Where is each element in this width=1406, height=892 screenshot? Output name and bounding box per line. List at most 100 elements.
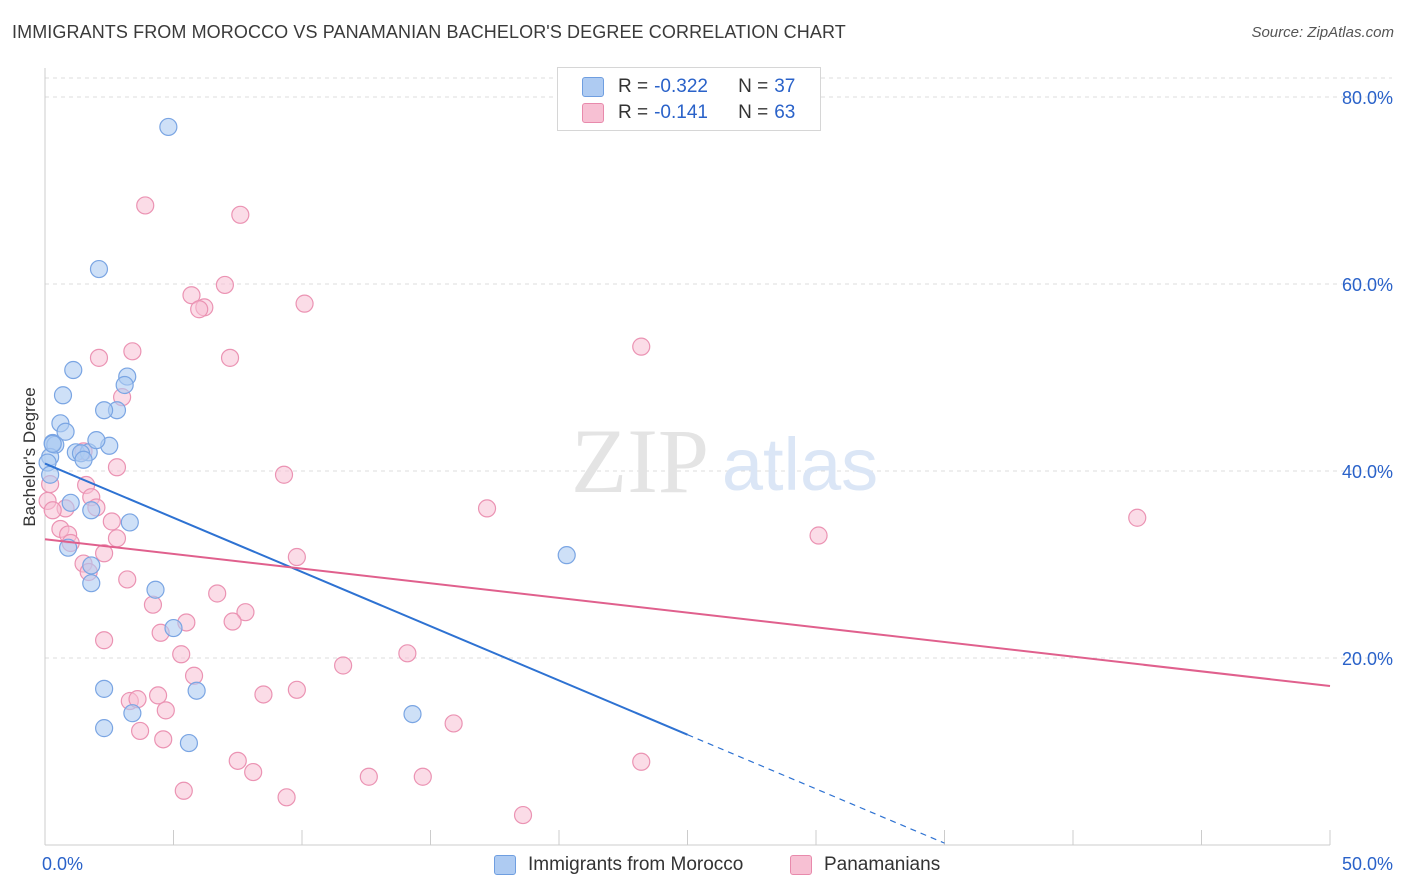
y-tick-label: 60.0% <box>1342 275 1393 295</box>
chart-title: IMMIGRANTS FROM MOROCCO VS PANAMANIAN BA… <box>12 22 846 42</box>
point-panamanians <box>274 465 294 484</box>
point-panamanians <box>287 680 306 699</box>
point-morocco <box>557 546 576 565</box>
point-panamanians <box>254 685 273 704</box>
point-morocco <box>146 580 165 599</box>
legend-swatch-panamanians <box>582 103 604 123</box>
point-panamanians <box>632 752 651 771</box>
point-panamanians <box>228 751 247 770</box>
point-panamanians <box>398 644 417 663</box>
point-panamanians <box>154 730 173 749</box>
point-panamanians <box>107 458 127 477</box>
point-panamanians <box>43 501 62 520</box>
point-panamanians <box>118 570 137 589</box>
series-legend-label-panamanians: Panamanians <box>824 854 941 875</box>
point-panamanians <box>136 196 155 215</box>
point-morocco <box>179 733 199 753</box>
point-panamanians <box>359 767 378 786</box>
point-morocco <box>82 556 101 575</box>
point-morocco <box>53 386 73 405</box>
point-panamanians <box>102 512 121 531</box>
series-legend-swatch-panamanians <box>790 855 812 875</box>
point-panamanians <box>444 714 463 733</box>
point-panamanians <box>130 721 150 741</box>
legend-r-label: R = <box>618 76 649 97</box>
point-morocco <box>82 501 101 520</box>
point-panamanians <box>95 631 114 650</box>
point-morocco <box>159 117 178 137</box>
point-panamanians <box>632 337 651 356</box>
point-panamanians <box>413 767 432 786</box>
legend-swatch-morocco <box>582 77 604 97</box>
point-panamanians <box>95 544 114 563</box>
point-morocco <box>59 538 78 557</box>
point-morocco <box>61 493 80 512</box>
point-panamanians <box>513 805 533 825</box>
point-panamanians <box>809 526 828 545</box>
y-tick-label: 40.0% <box>1342 462 1393 482</box>
y-tick-label: 80.0% <box>1342 88 1393 108</box>
legend-n-value: 63 <box>774 102 796 123</box>
legend-row-morocco: R = -0.322 N = 37 <box>582 75 795 99</box>
point-morocco <box>123 704 142 723</box>
point-panamanians <box>172 645 191 664</box>
correlation-legend: R = -0.322 N = 37 R = -0.141 N = 63 <box>557 67 821 131</box>
series-legend-label-morocco: Immigrants from Morocco <box>528 854 744 875</box>
point-panamanians <box>190 300 209 319</box>
point-panamanians <box>220 348 240 367</box>
point-panamanians <box>223 612 242 631</box>
y-axis-label: Bachelor's Degree <box>20 387 39 527</box>
series-legend-panamanians: Panamanians <box>790 853 940 877</box>
y-tick-label: 20.0% <box>1342 649 1393 669</box>
point-morocco <box>95 401 114 420</box>
point-panamanians <box>215 275 234 295</box>
point-panamanians <box>236 603 255 622</box>
point-panamanians <box>148 686 168 705</box>
point-panamanians <box>277 788 296 807</box>
point-panamanians <box>231 205 250 224</box>
point-morocco <box>95 719 114 738</box>
point-panamanians <box>244 762 263 782</box>
point-panamanians <box>107 529 127 548</box>
point-panamanians <box>334 656 353 675</box>
watermark-zip: ZIP <box>571 410 709 512</box>
legend-n-label: N = <box>738 102 769 123</box>
legend-row-panamanians: R = -0.141 N = 63 <box>582 101 795 125</box>
point-morocco <box>164 618 183 638</box>
series-legend-swatch-morocco <box>494 855 516 875</box>
legend-n-label: N = <box>738 76 769 97</box>
point-morocco <box>43 434 62 453</box>
point-morocco <box>82 574 101 593</box>
point-morocco <box>187 681 206 700</box>
point-panamanians <box>477 499 497 518</box>
point-morocco <box>64 360 83 380</box>
point-morocco <box>89 259 109 279</box>
legend-r-label: R = <box>618 102 649 123</box>
point-morocco <box>95 679 114 698</box>
gridlines <box>45 77 1392 659</box>
point-morocco <box>74 450 93 469</box>
point-panamanians <box>182 286 201 305</box>
point-panamanians <box>123 342 142 361</box>
series-legend-morocco: Immigrants from Morocco <box>494 853 743 877</box>
trend-lines <box>44 462 1331 844</box>
point-panamanians <box>156 701 175 720</box>
watermark-atlas: atlas <box>722 423 878 506</box>
trend-line-morocco-extension <box>687 734 945 844</box>
point-panamanians <box>287 547 306 567</box>
series-morocco-points <box>38 117 576 753</box>
trend-line-panamanians <box>44 538 1331 688</box>
point-panamanians <box>174 781 193 800</box>
point-panamanians <box>295 294 314 313</box>
x-tick-label: 50.0% <box>1342 854 1393 874</box>
point-panamanians <box>208 584 227 603</box>
point-panamanians <box>143 595 163 614</box>
point-morocco <box>87 431 106 450</box>
point-morocco <box>403 704 422 724</box>
trend-line-morocco <box>44 462 688 736</box>
point-morocco <box>56 422 75 441</box>
point-morocco <box>115 375 134 395</box>
point-morocco <box>120 513 139 532</box>
point-panamanians <box>184 666 204 685</box>
